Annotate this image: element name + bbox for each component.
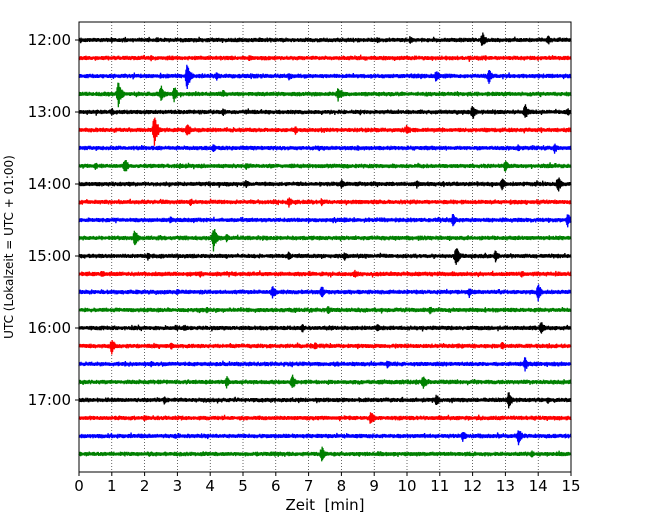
trace-line xyxy=(78,177,572,192)
trace-line xyxy=(78,248,572,265)
trace-line xyxy=(78,412,572,424)
trace-line xyxy=(78,269,572,278)
x-tick-label: 1 xyxy=(107,477,117,495)
y-tick-label: 14:00 xyxy=(28,175,71,193)
trace-line xyxy=(78,54,572,62)
y-tick-label: 16:00 xyxy=(28,319,71,337)
x-axis-ticks: 0 1 2 3 4 5 6 7 8 9 10 11 12 13 14 15 xyxy=(74,472,581,495)
trace-line xyxy=(78,322,572,334)
trace-line xyxy=(78,306,572,315)
x-tick-label: 15 xyxy=(561,477,580,495)
trace-line xyxy=(78,213,572,228)
x-tick-label: 13 xyxy=(496,477,515,495)
y-axis-ticks: 12:00 13:00 14:00 15:00 16:00 17:00 xyxy=(28,31,79,409)
x-tick-label: 0 xyxy=(74,477,84,495)
trace-line xyxy=(78,284,572,302)
x-tick-label: 3 xyxy=(173,477,183,495)
trace-line xyxy=(78,357,572,372)
y-tick-label: 13:00 xyxy=(28,103,71,121)
trace-line xyxy=(78,430,572,446)
seismic-traces xyxy=(78,32,572,462)
trace-line xyxy=(78,340,572,355)
x-tick-label: 10 xyxy=(397,477,416,495)
x-tick-label: 12 xyxy=(463,477,482,495)
x-tick-label: 2 xyxy=(140,477,150,495)
trace-line xyxy=(78,392,572,409)
x-tick-label: 4 xyxy=(205,477,215,495)
trace-line xyxy=(78,197,572,208)
x-tick-label: 8 xyxy=(337,477,347,495)
x-tick-label: 7 xyxy=(304,477,314,495)
x-tick-label: 14 xyxy=(529,477,548,495)
y-tick-label: 12:00 xyxy=(28,31,71,49)
x-tick-label: 5 xyxy=(238,477,248,495)
x-tick-label: 9 xyxy=(369,477,379,495)
y-tick-label: 15:00 xyxy=(28,247,71,265)
trace-line xyxy=(78,64,572,89)
y-tick-label: 17:00 xyxy=(28,391,71,409)
trace-line xyxy=(78,374,572,389)
trace-line xyxy=(78,117,572,146)
x-axis-label: Zeit [min] xyxy=(285,496,364,514)
trace-line xyxy=(78,143,572,154)
trace-line xyxy=(78,159,572,172)
plot-frame xyxy=(78,21,572,473)
y-axis-label: UTC (Lokalzeit = UTC + 01:00) xyxy=(2,155,16,339)
x-tick-label: 11 xyxy=(430,477,449,495)
trace-line xyxy=(78,32,572,46)
trace-line xyxy=(78,446,572,462)
trace-line xyxy=(78,104,572,119)
trace-line xyxy=(78,82,572,108)
vertical-gridlines xyxy=(111,22,539,472)
x-tick-label: 6 xyxy=(271,477,281,495)
trace-line xyxy=(78,228,572,252)
